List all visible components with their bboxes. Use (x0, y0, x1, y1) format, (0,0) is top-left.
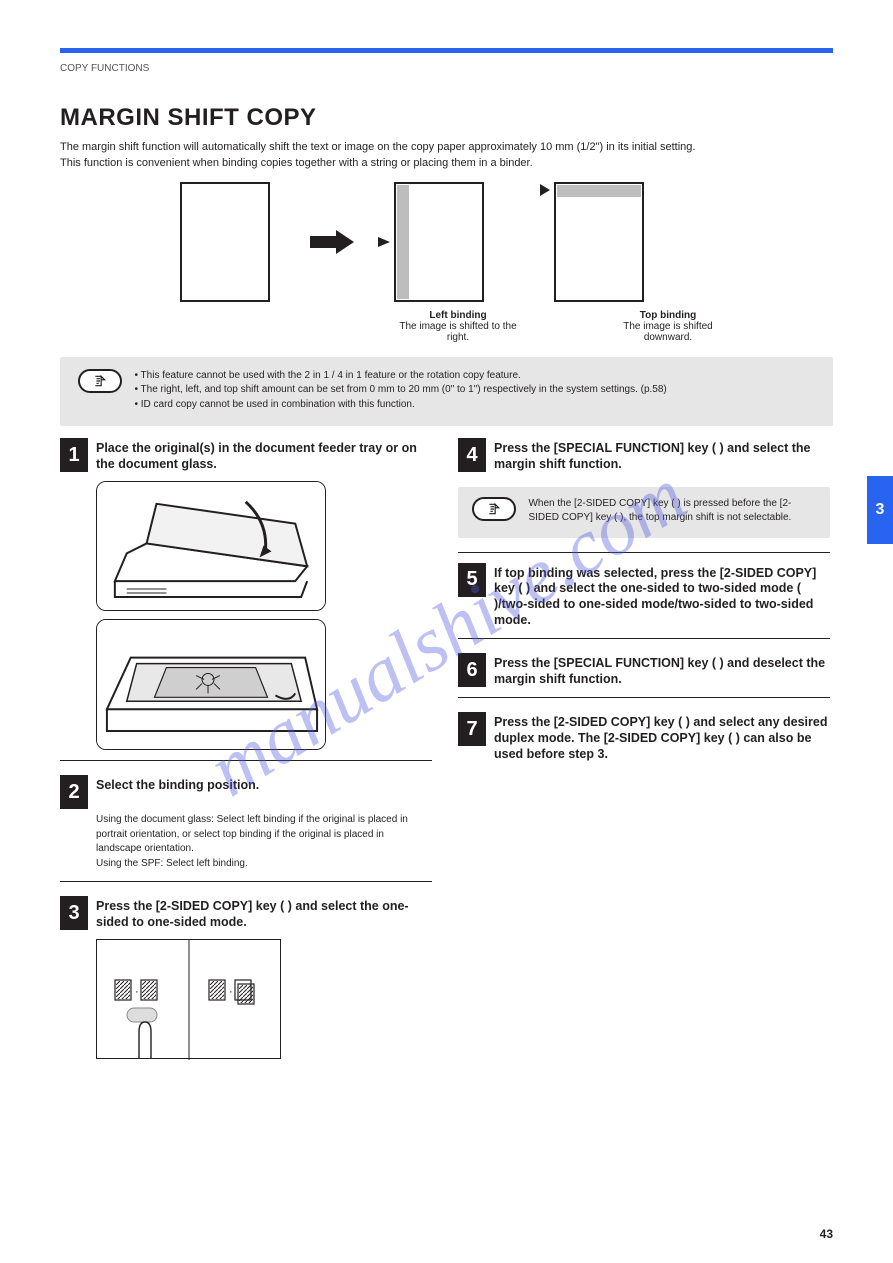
side-tab: 3 (867, 476, 893, 544)
step-title: Place the original(s) in the document fe… (88, 438, 432, 472)
left-binding-label: Left binding (398, 310, 518, 321)
original-page-icon (180, 182, 270, 302)
top-binding-caption: The image is shifted downward. (608, 321, 728, 343)
note-text: • This feature cannot be used with the 2… (134, 369, 811, 413)
section-label: COPY FUNCTIONS (60, 63, 833, 74)
step-6: 6 Press the [SPECIAL FUNCTION] key ( ) a… (458, 653, 830, 698)
top-binding-arrow-icon (540, 184, 550, 196)
step-number: 3 (60, 896, 88, 930)
step-separator (60, 760, 432, 761)
step-title: Press the [SPECIAL FUNCTION] key ( ) and… (486, 438, 830, 472)
step-separator (458, 552, 830, 553)
step-7: 7 Press the [2-SIDED COPY] key ( ) and s… (458, 712, 830, 762)
glass-illustration (96, 619, 326, 750)
step-title: If top binding was selected, press the [… (486, 563, 830, 629)
left-binding-arrow-icon (378, 237, 390, 247)
step-number: 4 (458, 438, 486, 472)
page-title: MARGIN SHIFT COPY (60, 104, 833, 132)
step-2: 2 Select the binding position. Using the… (60, 775, 432, 882)
step-title: Press the [2-SIDED COPY] key ( ) and sel… (486, 712, 830, 762)
note-icon (78, 369, 122, 393)
step-number: 6 (458, 653, 486, 687)
step-3: 3 Press the [2-SIDED COPY] key ( ) and s… (60, 896, 432, 1058)
page-number: 43 (820, 1227, 833, 1241)
left-binding-icon (394, 182, 484, 302)
note-line: • The right, left, and top shift amount … (134, 383, 811, 398)
step-1: 1 Place the original(s) in the document … (60, 438, 432, 761)
note-icon (472, 497, 516, 521)
note-line: • ID card copy cannot be used in combina… (134, 398, 811, 413)
note-text: When the [2-SIDED COPY] key ( ) is press… (528, 497, 812, 526)
intro-text: The margin shift function will automatic… (60, 140, 833, 172)
note-box-main: • This feature cannot be used with the 2… (60, 357, 833, 427)
left-binding-caption: The image is shifted to the right. (398, 321, 518, 343)
step-title: Press the [2-SIDED COPY] key ( ) and sel… (88, 896, 432, 930)
page: COPY FUNCTIONS 3 MARGIN SHIFT COPY The m… (0, 0, 893, 1263)
step-separator (458, 638, 830, 639)
arrow-right-icon (310, 230, 354, 254)
steps-columns: 1 Place the original(s) in the document … (60, 438, 833, 1072)
left-column: 1 Place the original(s) in the document … (60, 438, 432, 1072)
step-5: 5 If top binding was selected, press the… (458, 563, 830, 640)
svg-text:·: · (135, 986, 139, 998)
step-title: Press the [SPECIAL FUNCTION] key ( ) and… (486, 653, 830, 687)
top-binding-icon (554, 182, 644, 302)
note-line: • This feature cannot be used with the 2… (134, 369, 811, 384)
step-separator (60, 881, 432, 882)
step-number: 1 (60, 438, 88, 472)
note-box-inline: When the [2-SIDED COPY] key ( ) is press… (458, 487, 830, 538)
step-number: 5 (458, 563, 486, 597)
step-number: 2 (60, 775, 88, 809)
step-separator (458, 697, 830, 698)
svg-text:·: · (229, 986, 233, 998)
step-number: 7 (458, 712, 486, 746)
right-column: 4 Press the [SPECIAL FUNCTION] key ( ) a… (458, 438, 830, 1072)
step-title: Select the binding position. (88, 775, 259, 794)
top-binding-label: Top binding (608, 310, 728, 321)
binding-diagram (180, 182, 833, 302)
keypad-illustration: · · (96, 939, 281, 1059)
step-body: Using the document glass: Select left bi… (96, 813, 432, 871)
binding-labels: Left binding The image is shifted to the… (398, 310, 833, 343)
spf-illustration (96, 481, 326, 612)
step-4: 4 Press the [SPECIAL FUNCTION] key ( ) a… (458, 438, 830, 472)
header-rule (60, 48, 833, 53)
